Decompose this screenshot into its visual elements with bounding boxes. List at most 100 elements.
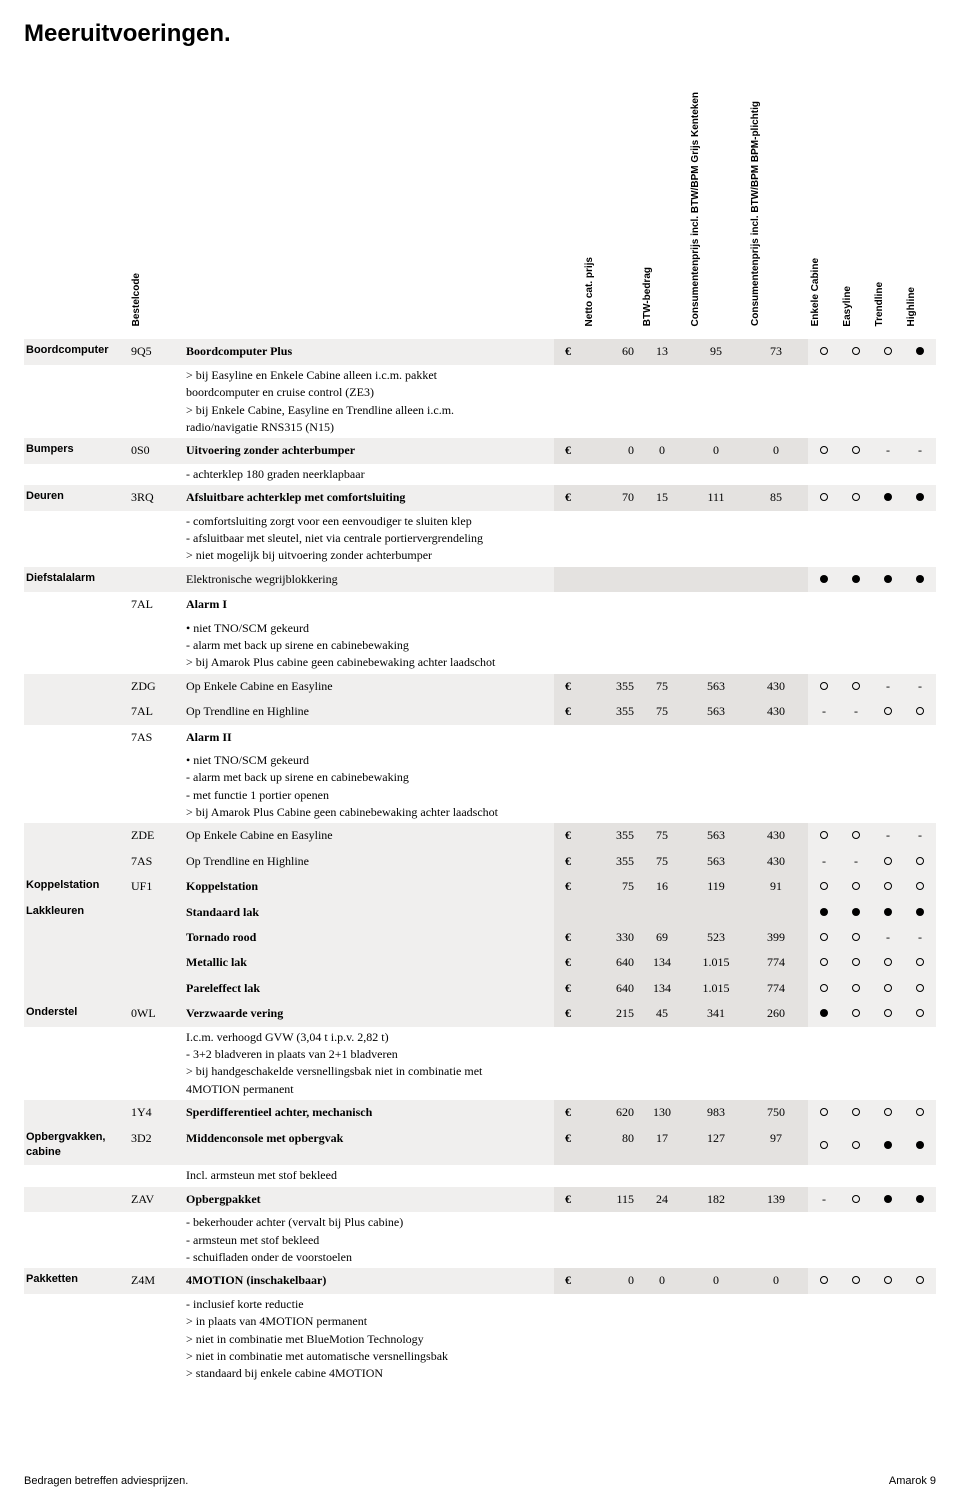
code-cell: 7AL	[129, 699, 184, 724]
trim-cell	[904, 1126, 936, 1166]
filled-dot-icon	[884, 908, 892, 916]
price-cell: 91	[748, 874, 808, 899]
description-cell: Metallic lak	[184, 950, 554, 975]
price-cell	[688, 725, 748, 750]
currency-cell: €	[554, 438, 582, 463]
price-cell: 1.015	[688, 976, 748, 1001]
open-dot-icon	[820, 347, 828, 355]
category-cell	[24, 1100, 129, 1125]
code-cell: 9Q5	[129, 339, 184, 364]
filled-dot-icon	[852, 908, 860, 916]
trim-cell	[808, 725, 840, 750]
trim-cell	[904, 464, 936, 485]
open-dot-icon	[852, 882, 860, 890]
description-cell: Op Trendline en Highline	[184, 699, 554, 724]
category-cell	[24, 823, 129, 848]
filled-dot-icon	[916, 908, 924, 916]
description-cell: Alarm II	[184, 725, 554, 750]
category-cell	[24, 925, 129, 950]
open-dot-icon	[852, 347, 860, 355]
open-dot-icon	[884, 1276, 892, 1284]
price-cell: 215	[582, 1001, 640, 1026]
footer-left: Bedragen betreffen adviesprijzen.	[24, 1475, 188, 1487]
col-trim4: Highline	[904, 88, 936, 339]
trim-cell	[808, 925, 840, 950]
trim-cell	[808, 1294, 840, 1385]
table-row: Incl. armsteun met stof bekleed	[24, 1165, 936, 1186]
price-cell	[688, 592, 748, 617]
filled-dot-icon	[916, 1195, 924, 1203]
trim-cell	[840, 438, 872, 463]
price-cell	[748, 1294, 808, 1385]
currency-cell: €	[554, 976, 582, 1001]
currency-cell: €	[554, 1100, 582, 1125]
trim-cell	[872, 1126, 904, 1166]
description-cell: Op Enkele Cabine en Easyline	[184, 674, 554, 699]
filled-dot-icon	[916, 575, 924, 583]
price-cell: 115	[582, 1187, 640, 1212]
description-cell: Standaard lak	[184, 900, 554, 925]
open-dot-icon	[852, 1195, 860, 1203]
code-cell	[129, 950, 184, 975]
table-row: > bij Easyline en Enkele Cabine alleen i…	[24, 365, 936, 439]
currency-cell	[554, 511, 582, 567]
trim-cell: -	[872, 674, 904, 699]
price-cell	[640, 618, 688, 674]
description-cell: Tornado rood	[184, 925, 554, 950]
price-cell: 355	[582, 849, 640, 874]
table-row: I.c.m. verhoogd GVW (3,04 t i.p.v. 2,82 …	[24, 1027, 936, 1101]
price-cell: 640	[582, 976, 640, 1001]
trim-cell: -	[904, 674, 936, 699]
price-cell: 119	[688, 874, 748, 899]
trim-cell	[904, 339, 936, 364]
category-cell	[24, 674, 129, 699]
currency-cell: €	[554, 485, 582, 510]
open-dot-icon	[820, 958, 828, 966]
category-cell	[24, 1187, 129, 1212]
code-cell	[129, 1027, 184, 1101]
description-cell: - comfortsluiting zorgt voor een eenvoud…	[184, 511, 554, 567]
price-cell	[688, 567, 748, 592]
code-cell: 7AS	[129, 725, 184, 750]
price-cell	[748, 1027, 808, 1101]
price-cell: 0	[582, 438, 640, 463]
price-cell	[688, 1027, 748, 1101]
open-dot-icon	[852, 831, 860, 839]
description-cell: Alarm I	[184, 592, 554, 617]
trim-cell	[840, 976, 872, 1001]
price-cell: 85	[748, 485, 808, 510]
currency-cell: €	[554, 874, 582, 899]
category-cell: Boordcomputer	[24, 339, 129, 364]
price-cell: 355	[582, 823, 640, 848]
price-cell	[688, 1165, 748, 1186]
trim-cell	[808, 1165, 840, 1186]
category-cell	[24, 1027, 129, 1101]
trim-cell	[904, 750, 936, 824]
trim-cell	[872, 592, 904, 617]
trim-cell	[808, 1268, 840, 1293]
open-dot-icon	[852, 1141, 860, 1149]
price-cell	[640, 1212, 688, 1268]
trim-cell	[872, 567, 904, 592]
col-cons-grijs: Consumentenprijs incl. BTW/BPM Grijs Ken…	[688, 88, 748, 339]
open-dot-icon	[884, 958, 892, 966]
category-cell: Onderstel	[24, 1001, 129, 1026]
trim-cell: -	[904, 823, 936, 848]
price-cell: 24	[640, 1187, 688, 1212]
trim-cell	[840, 1100, 872, 1125]
code-cell: 7AS	[129, 849, 184, 874]
trim-cell	[808, 674, 840, 699]
description-cell: Boordcomputer Plus	[184, 339, 554, 364]
trim-cell	[808, 1027, 840, 1101]
code-cell: ZAV	[129, 1187, 184, 1212]
code-cell	[129, 1294, 184, 1385]
currency-cell: €	[554, 1268, 582, 1293]
price-cell	[640, 592, 688, 617]
price-cell	[640, 567, 688, 592]
price-cell: 0	[688, 438, 748, 463]
price-cell	[748, 1165, 808, 1186]
currency-cell: €	[554, 1126, 582, 1166]
price-cell: 620	[582, 1100, 640, 1125]
trim-cell	[872, 511, 904, 567]
price-cell	[582, 1294, 640, 1385]
